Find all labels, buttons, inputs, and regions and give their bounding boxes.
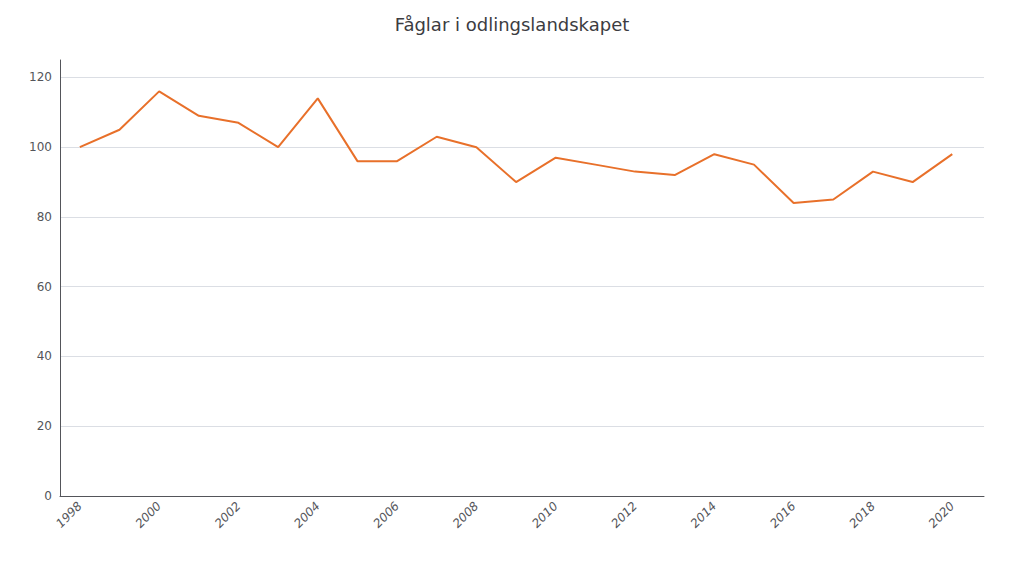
svg-text:80: 80 <box>37 210 52 224</box>
svg-text:2016: 2016 <box>767 499 799 531</box>
svg-text:2000: 2000 <box>133 499 165 531</box>
svg-text:2002: 2002 <box>212 499 243 530</box>
svg-text:2006: 2006 <box>371 499 403 531</box>
svg-text:2012: 2012 <box>609 499 640 530</box>
svg-text:100: 100 <box>29 140 52 154</box>
svg-text:20: 20 <box>37 419 52 433</box>
svg-text:2008: 2008 <box>450 499 482 531</box>
svg-text:2014: 2014 <box>688 499 719 530</box>
svg-text:2010: 2010 <box>529 499 561 531</box>
svg-text:1998: 1998 <box>53 499 85 531</box>
svg-text:40: 40 <box>37 349 52 363</box>
svg-text:2020: 2020 <box>926 499 958 531</box>
svg-text:2004: 2004 <box>291 499 322 530</box>
svg-text:0: 0 <box>44 489 52 503</box>
svg-text:60: 60 <box>37 280 52 294</box>
svg-text:2018: 2018 <box>846 499 878 531</box>
svg-text:120: 120 <box>29 70 52 84</box>
svg-text:Fåglar i odlingslandskapet: Fåglar i odlingslandskapet <box>395 14 630 35</box>
